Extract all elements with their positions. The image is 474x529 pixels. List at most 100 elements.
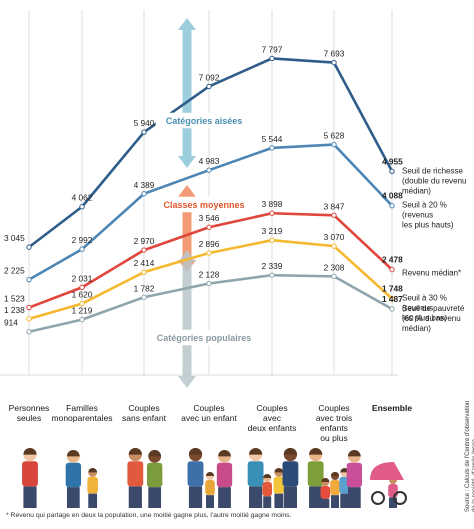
family-illustration <box>244 440 302 508</box>
data-point <box>141 191 147 197</box>
data-point <box>269 237 275 243</box>
data-point <box>206 280 212 287</box>
person-body <box>346 462 362 488</box>
pram-icon <box>370 462 404 480</box>
family-illustration-figure <box>307 448 362 508</box>
x-tick-label: Personnes seules <box>0 403 60 423</box>
x-tick-label-line: Familles <box>66 403 98 413</box>
person-legs <box>274 493 284 508</box>
value-label: 3 219 <box>262 226 283 236</box>
person-body <box>216 462 233 488</box>
data-point <box>79 316 85 323</box>
person-hair <box>263 474 272 478</box>
x-tick-label: Couples avec deux enfants <box>241 403 303 433</box>
data-point <box>79 204 85 210</box>
person-hair <box>66 450 80 457</box>
value-label: 3 847 <box>324 201 345 211</box>
x-tick-label: Couples avec trois enfants ou plus <box>303 403 365 443</box>
x-tick-label-line: deux enfants <box>247 423 297 433</box>
series-end-label: médian) <box>402 324 431 333</box>
family-illustration <box>306 440 364 508</box>
family-illustration <box>54 440 112 508</box>
value-label: 1 487 <box>382 294 403 304</box>
data-point <box>269 145 275 151</box>
series-end-label: Seuil à 30 % <box>402 294 447 303</box>
person-hair <box>128 448 142 455</box>
data-point <box>206 83 212 90</box>
data-point <box>269 272 275 278</box>
x-tick-label: Familles monoparentales <box>51 403 113 423</box>
band-label-upper-box <box>155 112 253 129</box>
x-tick-label-line: ou plus <box>320 433 348 443</box>
arrow-lower-shape <box>178 250 196 388</box>
data-point <box>26 329 32 335</box>
data-point <box>206 167 212 173</box>
person-hair <box>321 478 330 482</box>
person-legs <box>309 486 323 508</box>
person-body <box>273 476 285 494</box>
value-label: 2 478 <box>382 255 403 265</box>
value-label: 2 308 <box>324 262 345 272</box>
value-label: 7 092 <box>199 72 220 82</box>
data-point <box>389 168 395 174</box>
series-end-label: Seuil à 20 % <box>402 201 447 210</box>
band-label-lower-box <box>150 329 258 346</box>
value-label: 3 070 <box>324 232 345 242</box>
person-body <box>330 480 340 496</box>
person-legs <box>188 486 203 508</box>
x-tick-label-line: Couples <box>318 403 350 413</box>
person-body <box>320 486 331 499</box>
data-point <box>26 316 32 322</box>
data-point <box>389 295 395 302</box>
value-label: 2 128 <box>199 270 220 280</box>
person-legs <box>340 493 350 508</box>
series-end-label: (revenus <box>402 304 433 313</box>
person-body <box>388 484 398 498</box>
person-body <box>87 476 98 494</box>
data-point <box>79 284 85 291</box>
data-point <box>79 246 85 252</box>
value-label: 3 898 <box>262 199 283 209</box>
series-end-label: (revenus <box>402 211 433 220</box>
person-body <box>22 461 38 487</box>
person-hair <box>23 448 37 455</box>
pram-wheel <box>393 491 407 505</box>
person-legs <box>249 486 263 508</box>
footnote: * Revenu qui partage en deux la populati… <box>6 512 292 519</box>
x-tick-label-line: Personnes <box>8 403 50 413</box>
value-label: 3 045 <box>4 233 25 243</box>
family-illustration-figure <box>65 450 98 508</box>
person-legs <box>263 496 272 508</box>
person-body <box>65 462 81 488</box>
person-body <box>127 461 144 487</box>
value-label: 5 544 <box>262 134 283 144</box>
series-end-label: (double du revenu <box>402 176 467 185</box>
person-legs <box>331 495 339 508</box>
band-label-middle-box <box>155 196 253 213</box>
x-tick-label-line: Couples <box>193 403 225 413</box>
person-hair <box>309 448 323 455</box>
value-label: 2 339 <box>262 261 283 271</box>
person-hair <box>274 468 284 473</box>
person-legs <box>128 486 142 508</box>
x-tick-label-line: sans enfant <box>122 413 166 423</box>
value-label: 5 940 <box>134 118 155 128</box>
data-point <box>269 210 275 216</box>
family-illustration-figure <box>127 448 163 508</box>
person-legs <box>23 486 37 508</box>
person-hair <box>249 448 263 455</box>
x-tick-label: Couples avec un enfant <box>178 403 240 423</box>
source-note: Source : Calculs de l'Centre d'observati… <box>465 400 474 512</box>
person-body <box>187 461 204 487</box>
value-label: 914 <box>4 318 18 328</box>
data-point <box>389 306 395 312</box>
data-point <box>331 243 337 249</box>
person-hair <box>331 472 339 476</box>
value-label: 1 748 <box>382 284 403 294</box>
data-point <box>331 212 337 218</box>
value-label: 4 955 <box>382 156 403 166</box>
person-legs <box>88 493 98 508</box>
family-illustration <box>364 440 422 508</box>
data-point <box>141 294 147 300</box>
value-label: 4 983 <box>199 156 220 166</box>
